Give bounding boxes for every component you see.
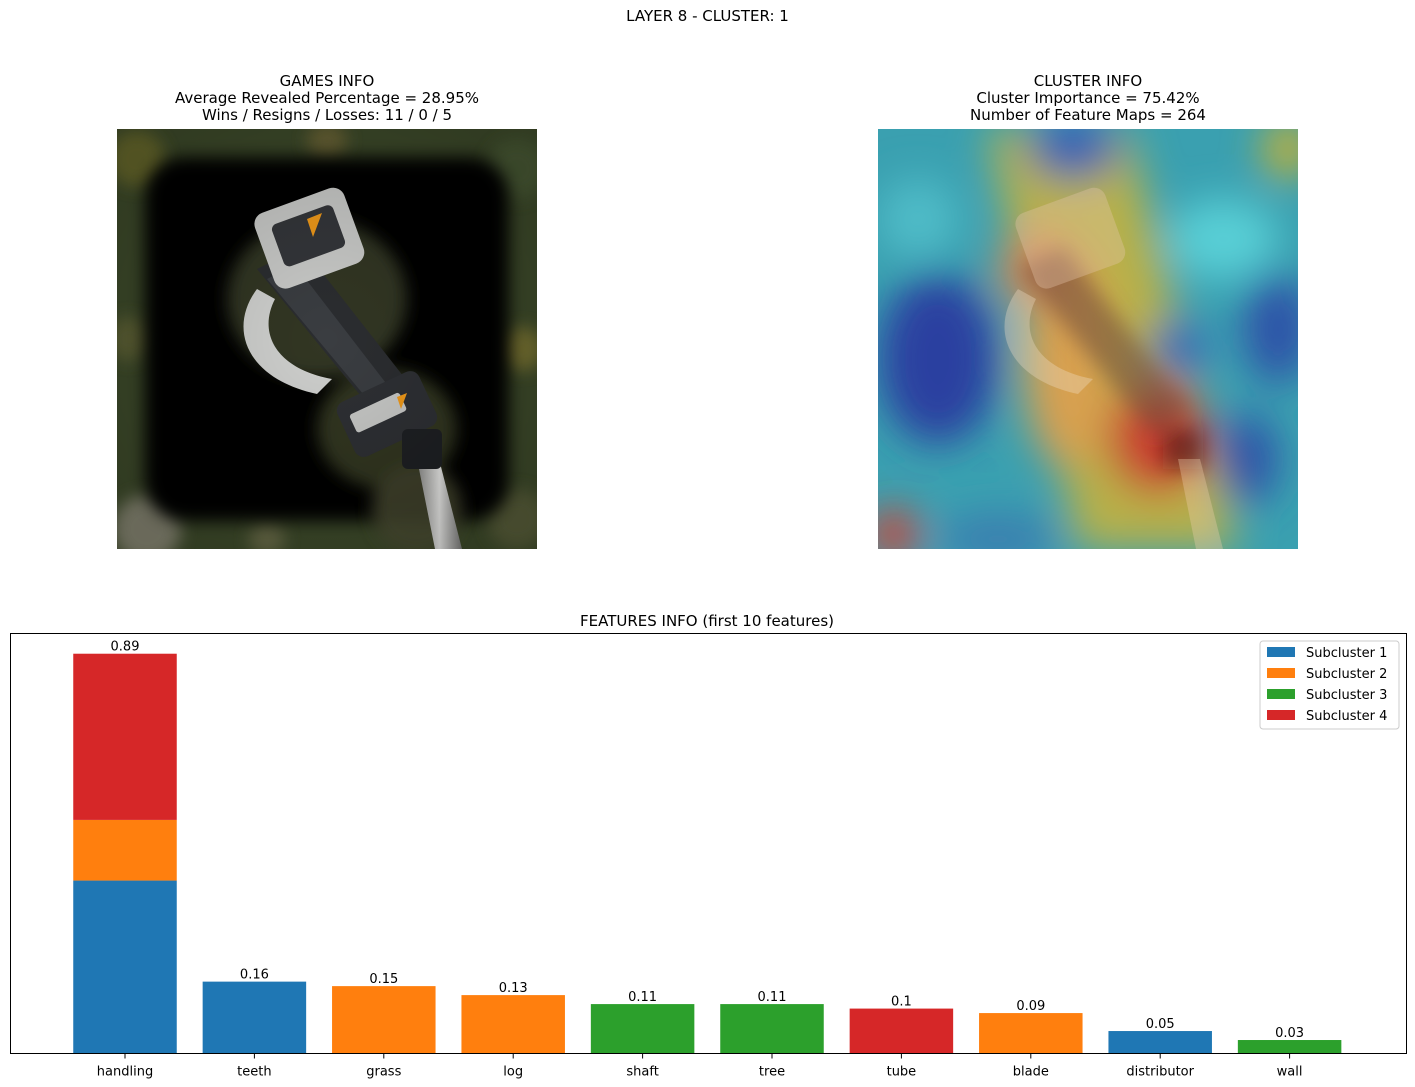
- legend-label: Subcluster 1: [1306, 646, 1387, 661]
- legend-swatch: [1267, 689, 1295, 699]
- x-tick-label: shaft: [626, 1065, 658, 1080]
- bar-value-label: 0.03: [1275, 1026, 1304, 1041]
- legend-swatch: [1267, 710, 1295, 720]
- x-tick-label: log: [503, 1065, 523, 1080]
- bar-value-label: 0.1: [891, 995, 912, 1010]
- bar-wall-subcluster-3: [1237, 1040, 1342, 1054]
- bar-value-label: 0.09: [1016, 999, 1045, 1014]
- chart-legend: Subcluster 1 Subcluster 2 Subcluster 3 Subc…: [1259, 640, 1400, 730]
- chart-bars: [73, 653, 1342, 1054]
- bar-handling-subcluster-1: [73, 880, 177, 1054]
- cluster-info-title: CLUSTER INFO: [1033, 72, 1143, 90]
- x-tick-label: grass: [366, 1065, 401, 1080]
- bar-distributor-subcluster-1: [1108, 1031, 1212, 1054]
- x-tick-label: wall: [1277, 1065, 1303, 1080]
- bar-teeth-subcluster-1: [202, 981, 307, 1054]
- legend-swatch: [1267, 647, 1295, 657]
- masked-image: [117, 129, 537, 549]
- legend-label: Subcluster 3: [1306, 688, 1387, 703]
- chart-value-labels: 0.89 0.16 0.15 0.13 0.11 0.11 0.1 0.09 0.05 0.03: [111, 640, 1305, 1041]
- legend-box: [1259, 640, 1400, 730]
- cluster-info-title-block: CLUSTER INFO Cluster Importance = 75.42%…: [878, 73, 1298, 124]
- legend-label: Subcluster 4: [1306, 709, 1387, 724]
- bar-value-label: 0.15: [369, 972, 398, 987]
- x-tick-label: handling: [97, 1065, 153, 1080]
- bar-grass-subcluster-2: [332, 986, 436, 1054]
- bar-value-label: 0.89: [111, 640, 140, 655]
- legend-swatch: [1267, 668, 1295, 678]
- bar-handling-subcluster-4: [73, 653, 177, 820]
- chart-x-axis: handling teeth grass log shaft tree tube blade d…: [97, 1053, 1303, 1080]
- bar-tree-subcluster-3: [720, 1004, 824, 1054]
- games-info-record: Wins / Resigns / Losses: 11 / 0 / 5: [201, 106, 453, 124]
- x-tick-label: distributor: [1126, 1065, 1194, 1080]
- bar-log-subcluster-2: [461, 995, 565, 1054]
- x-tick-label: tree: [759, 1065, 785, 1080]
- bar-value-label: 0.11: [758, 990, 787, 1005]
- games-info-revealed: Average Revealed Percentage = 28.95%: [174, 89, 479, 107]
- bar-blade-subcluster-2: [979, 1013, 1083, 1054]
- games-info-title-block: GAMES INFO Average Revealed Percentage =…: [117, 73, 537, 124]
- bar-handling-subcluster-2: [73, 819, 177, 881]
- games-info-title: GAMES INFO: [279, 72, 375, 90]
- x-tick-label: teeth: [237, 1065, 271, 1080]
- bar-tube-subcluster-4: [849, 1008, 954, 1054]
- heatmap-image: [878, 129, 1298, 549]
- chart-axes-frame: [10, 633, 1407, 1054]
- bar-value-label: 0.05: [1146, 1017, 1175, 1032]
- x-tick-label: tube: [887, 1065, 917, 1080]
- figure-title: LAYER 8 - CLUSTER: 1: [626, 7, 789, 25]
- bar-value-label: 0.13: [499, 981, 528, 996]
- cluster-info-importance: Cluster Importance = 75.42%: [976, 89, 1200, 107]
- bar-value-label: 0.16: [240, 968, 269, 983]
- legend-label: Subcluster 2: [1306, 667, 1387, 682]
- bar-shaft-subcluster-3: [590, 1004, 695, 1054]
- x-tick-label: blade: [1013, 1065, 1049, 1080]
- chart-title: FEATURES INFO (first 10 features): [580, 612, 834, 630]
- cluster-info-feature-maps: Number of Feature Maps = 264: [970, 106, 1206, 124]
- bar-value-label: 0.11: [628, 990, 657, 1005]
